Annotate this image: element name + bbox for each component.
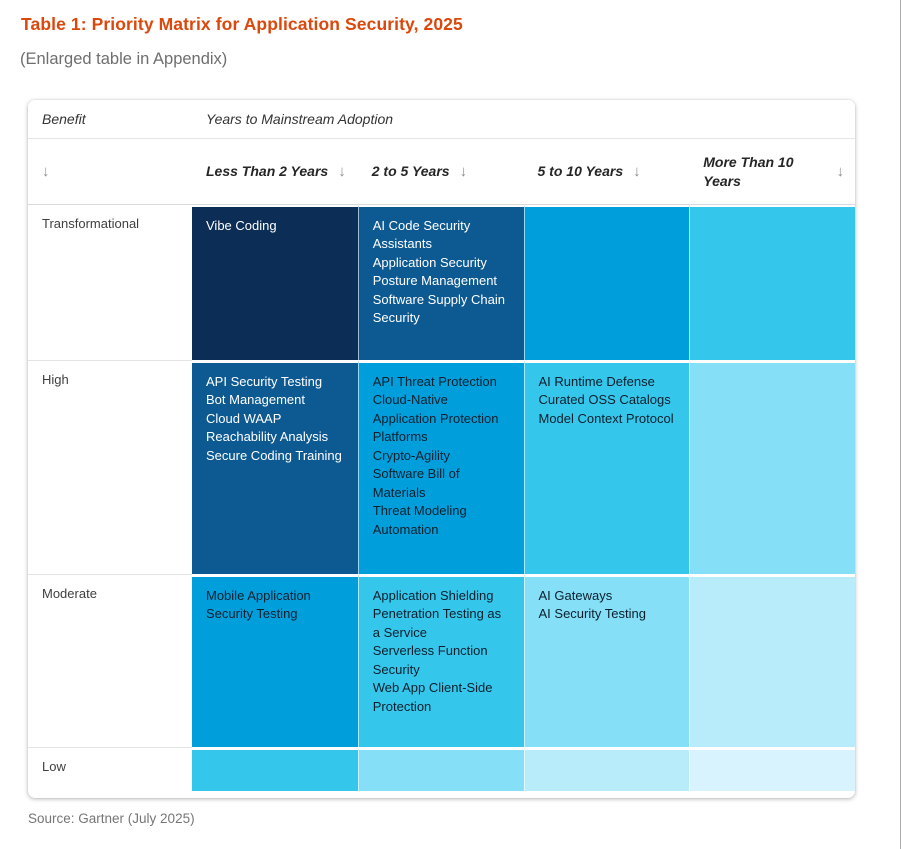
cell-moderate-5-to-10-years: AI Gateways AI Security Testing [523, 574, 690, 747]
cell-moderate-2-to-5-years: Application Shielding Penetration Testin… [357, 574, 524, 747]
column-header-benefit-sort: ↓ [28, 139, 192, 205]
cell-low-5-to-10-years [523, 747, 690, 791]
column-header-2-to-5-years: 2 to 5 Years ↓ [357, 139, 524, 205]
source-note: Source: Gartner (July 2025) [28, 811, 195, 826]
column-header-label: More Than 10 Years [703, 154, 794, 189]
row-label-low: Low [28, 747, 192, 791]
column-header-label: 5 to 10 Years [537, 163, 624, 180]
sort-arrow-icon[interactable]: ↓ [338, 163, 346, 180]
page-title: Table 1: Priority Matrix for Application… [21, 14, 463, 34]
sort-arrow-icon[interactable]: ↓ [459, 163, 468, 180]
cell-moderate-less-than-2-years: Mobile Application Security Testing [192, 574, 358, 747]
priority-matrix-grid: Benefit Years to Mainstream Adoption ↓ L… [28, 100, 855, 791]
years-to-adoption-header-label: Years to Mainstream Adoption [192, 100, 855, 139]
page-divider-line [900, 0, 901, 849]
cell-high-more-than-10-years [689, 360, 855, 574]
column-header-less-than-2-years: Less Than 2 Years ↓ [192, 139, 358, 205]
cell-transformational-2-to-5-years: AI Code Security Assistants Application … [357, 205, 524, 360]
cell-low-2-to-5-years [357, 747, 524, 791]
column-header-label: 2 to 5 Years [371, 163, 450, 180]
column-header-5-to-10-years: 5 to 10 Years ↓ [523, 139, 690, 205]
sort-arrow-icon[interactable]: ↓ [42, 163, 50, 180]
sort-arrow-icon[interactable]: ↓ [633, 163, 641, 180]
cell-low-less-than-2-years [192, 747, 358, 791]
cell-transformational-less-than-2-years: Vibe Coding [192, 205, 358, 360]
cell-transformational-5-to-10-years [523, 205, 690, 360]
priority-matrix-card: Benefit Years to Mainstream Adoption ↓ L… [28, 100, 855, 798]
row-label-moderate: Moderate [28, 574, 192, 747]
cell-high-less-than-2-years: API Security Testing Bot Management Clou… [192, 360, 358, 574]
cell-high-2-to-5-years: API Threat Protection Cloud-Native Appli… [357, 360, 524, 574]
page-subtitle: (Enlarged table in Appendix) [20, 50, 228, 68]
cell-low-more-than-10-years [689, 747, 855, 791]
row-label-high: High [28, 360, 192, 574]
column-header-label: Less Than 2 Years [206, 163, 329, 180]
benefit-header-label: Benefit [28, 100, 192, 139]
cell-transformational-more-than-10-years [689, 205, 855, 360]
cell-moderate-more-than-10-years [689, 574, 855, 747]
sort-arrow-icon[interactable]: ↓ [836, 163, 845, 180]
column-header-more-than-10-years: More Than 10 Years ↓ [689, 139, 855, 205]
cell-high-5-to-10-years: AI Runtime Defense Curated OSS Catalogs … [523, 360, 690, 574]
row-label-transformational: Transformational [28, 205, 192, 360]
